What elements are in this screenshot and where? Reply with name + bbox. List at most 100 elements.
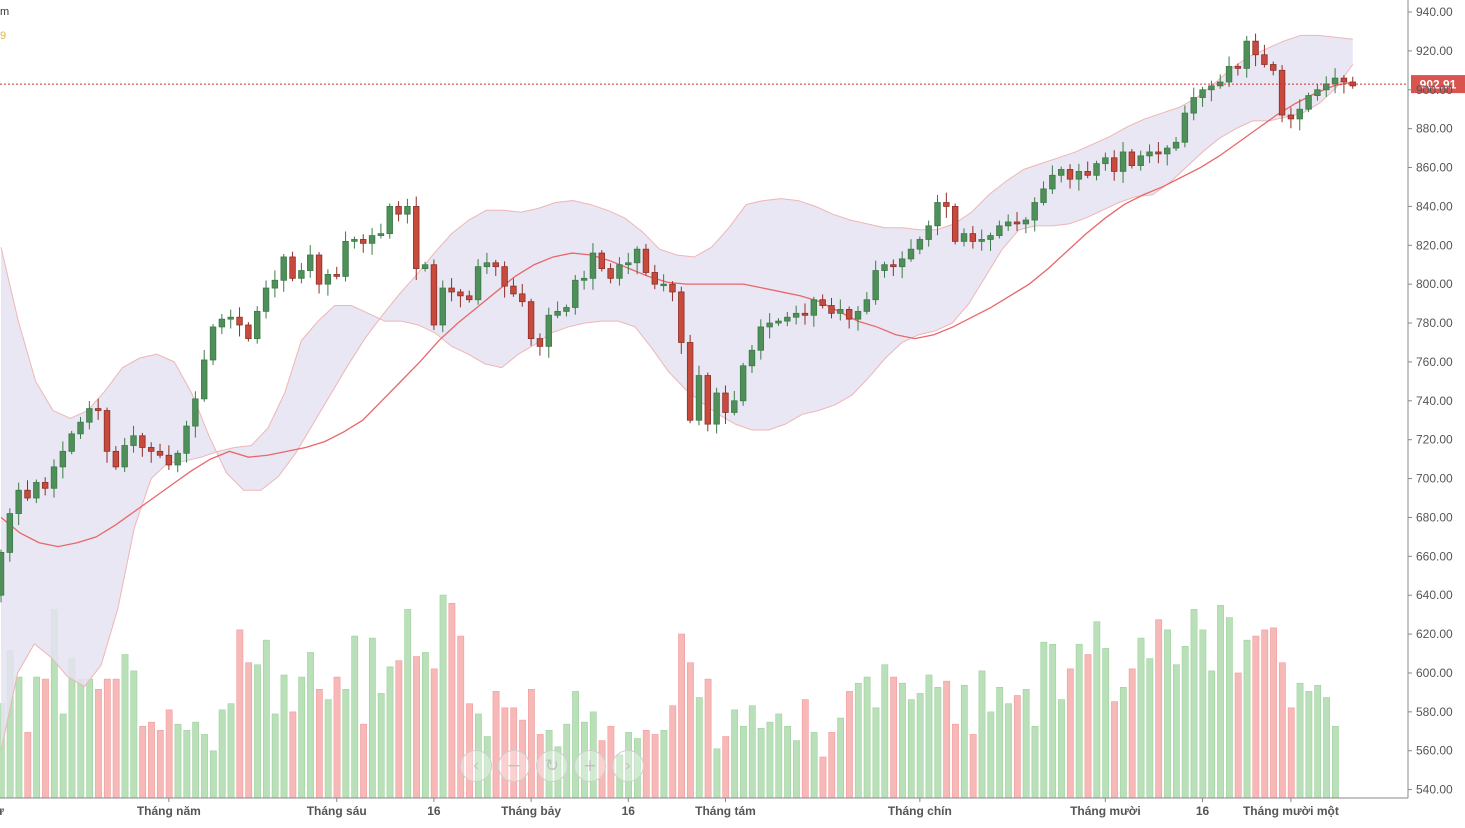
candle-body xyxy=(298,270,305,279)
volume-bar xyxy=(1190,609,1198,799)
candle xyxy=(448,278,455,302)
volume-bar xyxy=(421,652,429,799)
candle-body xyxy=(201,359,208,400)
volume-bar xyxy=(360,723,367,799)
candle-body xyxy=(845,309,853,320)
candle-body xyxy=(130,435,137,446)
volume-bar xyxy=(1075,643,1083,799)
volume-bar xyxy=(1252,635,1260,799)
volume-bar xyxy=(448,602,456,799)
candle xyxy=(854,306,862,331)
volume-bar xyxy=(828,732,836,799)
volume-bar xyxy=(15,676,23,799)
candle xyxy=(801,303,809,325)
candle xyxy=(898,251,906,279)
volume-bar xyxy=(1296,682,1304,799)
candle xyxy=(969,226,977,249)
candle-body xyxy=(1261,54,1268,65)
candle xyxy=(360,234,367,253)
volume-bar xyxy=(731,709,739,799)
last-price-line: 902.91 xyxy=(0,75,1465,94)
volume-bar xyxy=(801,699,809,799)
volume-bar xyxy=(1013,695,1021,799)
candle-body xyxy=(651,272,658,285)
candle-body xyxy=(68,433,75,452)
volume-bar xyxy=(139,725,147,799)
candle-body xyxy=(748,349,756,367)
candle xyxy=(704,372,711,432)
volume-bar xyxy=(872,707,880,799)
x-tick-label: Tháng mười xyxy=(1070,804,1141,818)
volume-bar xyxy=(1261,629,1269,799)
candle xyxy=(748,345,756,374)
scroll-left-button[interactable]: ‹ xyxy=(460,750,492,782)
volume-bar xyxy=(33,676,41,799)
candle xyxy=(289,251,296,282)
candle xyxy=(33,479,40,504)
candle-body xyxy=(545,314,552,347)
volume-bar xyxy=(1270,627,1277,799)
x-tick-label: Tháng mười một xyxy=(1243,804,1339,818)
candle-body xyxy=(1305,95,1312,110)
candle-body xyxy=(15,489,22,514)
volume-bar xyxy=(1287,707,1295,799)
candle-body xyxy=(1287,114,1295,120)
y-tick-label: 940.00 xyxy=(1416,5,1453,19)
volume-bar xyxy=(925,674,933,799)
candle xyxy=(430,259,438,331)
volume-bar xyxy=(148,721,155,799)
volume-bar xyxy=(757,727,765,799)
candle xyxy=(254,306,261,344)
candle-body xyxy=(960,233,968,242)
reset-button[interactable]: ↻ xyxy=(536,750,568,782)
candle xyxy=(1234,63,1242,76)
candle-body xyxy=(174,452,181,466)
candle-body xyxy=(969,233,977,242)
y-tick-label: 780.00 xyxy=(1416,316,1453,330)
candle xyxy=(978,229,985,251)
volume-bar xyxy=(678,633,685,799)
volume-bar xyxy=(1058,699,1065,799)
x-tick-label: 16 xyxy=(622,804,636,818)
zoom-out-button[interactable]: − xyxy=(498,750,530,782)
candle xyxy=(510,278,517,297)
zoom-in-button[interactable]: + xyxy=(574,750,606,782)
y-tick-label: 680.00 xyxy=(1416,510,1453,524)
candle xyxy=(271,270,279,298)
candle xyxy=(1296,99,1303,131)
candle xyxy=(1013,212,1021,232)
volume-bar xyxy=(748,705,756,799)
candle xyxy=(925,220,932,247)
candle xyxy=(457,289,464,308)
candle-body xyxy=(943,202,950,207)
y-tick-label: 640.00 xyxy=(1416,588,1453,602)
candle-body xyxy=(218,318,226,328)
volume-bar xyxy=(740,725,747,799)
candle xyxy=(333,266,340,280)
candle xyxy=(784,311,791,327)
candle-body xyxy=(1243,40,1250,69)
candle xyxy=(686,334,694,424)
volume-bar xyxy=(1111,701,1118,799)
candle-body xyxy=(1137,155,1144,166)
candle xyxy=(413,196,420,281)
volume-bar xyxy=(121,654,129,799)
candle xyxy=(837,299,844,321)
candle xyxy=(59,441,67,479)
volume-bars xyxy=(0,594,1339,799)
candle xyxy=(1340,75,1348,94)
volume-bar xyxy=(987,711,995,799)
candle xyxy=(147,442,155,463)
scroll-right-button[interactable]: › xyxy=(612,750,644,782)
candle xyxy=(1287,107,1295,129)
volume-bar xyxy=(784,725,792,799)
candle xyxy=(1331,68,1339,94)
volume-bar xyxy=(1278,662,1286,799)
candle-body xyxy=(1296,108,1303,120)
volume-bar xyxy=(978,670,986,799)
candle-body xyxy=(457,291,464,297)
candle-body xyxy=(236,316,243,326)
x-tick-label: Tháng sáu xyxy=(307,804,367,818)
